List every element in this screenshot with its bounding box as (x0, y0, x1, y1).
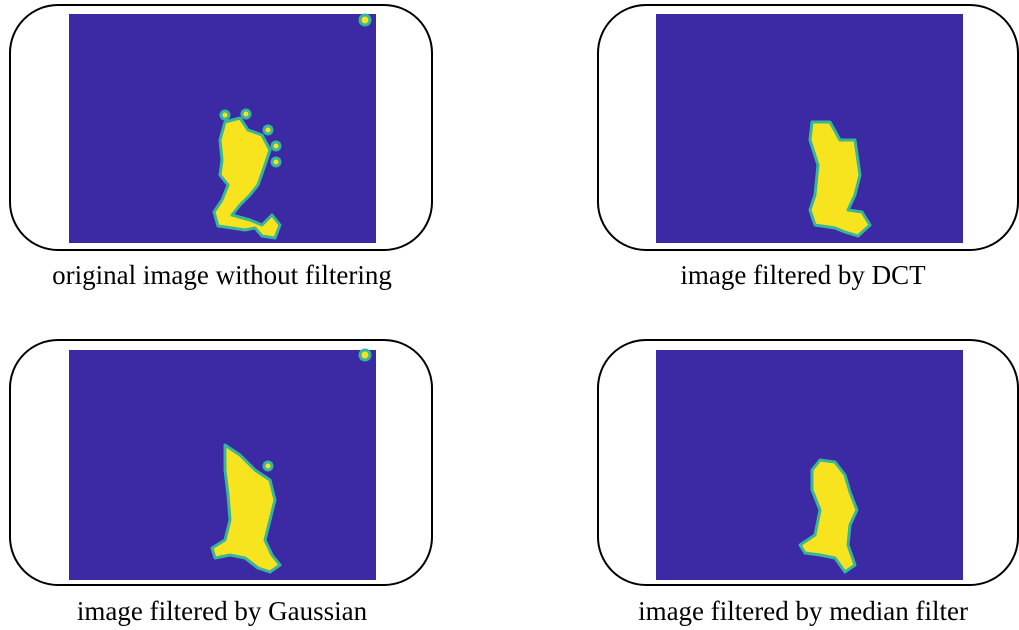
blob (272, 158, 280, 166)
panel: original image without filtering (10, 5, 432, 290)
blob (264, 126, 272, 134)
blob (360, 350, 370, 360)
blob (360, 15, 370, 25)
figure: original image without filtering image f… (0, 0, 1019, 630)
blob (221, 111, 229, 119)
panel: image filtered by Gaussian (10, 340, 432, 626)
blob (264, 462, 272, 470)
panel: image filtered by median filter (598, 340, 1018, 626)
blob (272, 142, 280, 150)
caption: image filtered by median filter (638, 596, 968, 626)
caption: image filtered by DCT (680, 260, 926, 290)
panel: image filtered by DCT (598, 5, 1018, 290)
caption: original image without filtering (52, 260, 392, 290)
blob (242, 110, 250, 118)
caption: image filtered by Gaussian (77, 596, 368, 626)
